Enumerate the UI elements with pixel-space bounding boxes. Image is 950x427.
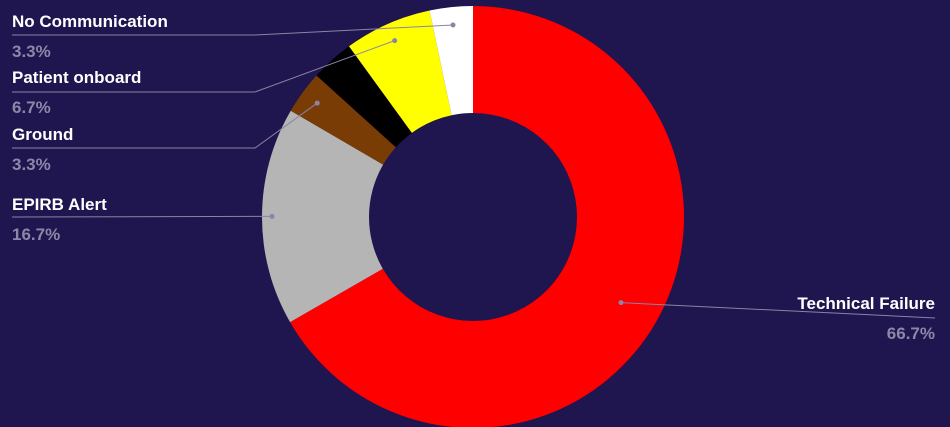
slice-no-communication — [429, 6, 473, 116]
slice-technical-failure — [290, 6, 684, 427]
slice-value-patient-onboard: 6.7% — [12, 98, 51, 117]
slice-label-epirb-alert: EPIRB Alert — [12, 195, 107, 214]
label-group-epirb-alert: EPIRB Alert 16.7% — [11, 195, 275, 244]
label-group-no-communication: No Communication 3.3% — [12, 12, 456, 61]
leader-line-epirb-alert — [11, 215, 273, 218]
slice-value-epirb-alert: 16.7% — [12, 225, 60, 244]
label-group-ground: Ground 3.3% — [12, 100, 320, 174]
leader-dot-technical-failure — [618, 300, 624, 306]
leader-line-ground — [12, 102, 318, 149]
slice-value-no-communication: 3.3% — [12, 42, 51, 61]
leader-dot-patient-onboard — [392, 38, 398, 44]
leader-dot-no-communication — [450, 22, 456, 28]
slice-label-ground: Ground — [12, 125, 73, 144]
label-group-technical-failure: Technical Failure 66.7% — [618, 294, 936, 343]
leader-dot-ground — [314, 100, 320, 106]
leader-line-patient-onboard — [12, 40, 395, 93]
slice-patient-onboard — [348, 10, 452, 133]
slice-value-ground: 3.3% — [12, 155, 51, 174]
leader-dot-epirb-alert — [269, 213, 275, 219]
slice-epirb-alert — [262, 110, 384, 323]
slice-unlabeled-3 — [316, 46, 412, 148]
label-group-patient-onboard: Patient onboard 6.7% — [12, 38, 398, 117]
slice-label-no-communication: No Communication — [12, 12, 168, 31]
leader-line-no-communication — [12, 24, 454, 36]
slice-label-technical-failure: Technical Failure — [797, 294, 935, 313]
slice-value-technical-failure: 66.7% — [887, 324, 935, 343]
leader-line-technical-failure — [620, 302, 936, 319]
slice-ground — [290, 75, 396, 165]
slice-label-patient-onboard: Patient onboard — [12, 68, 141, 87]
